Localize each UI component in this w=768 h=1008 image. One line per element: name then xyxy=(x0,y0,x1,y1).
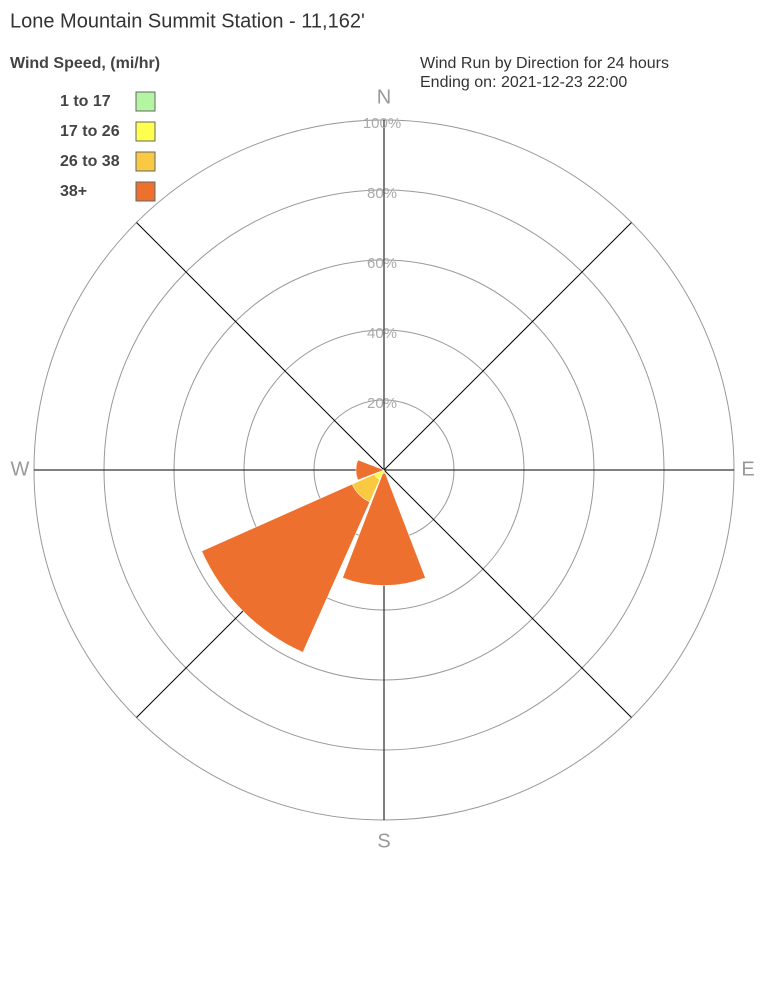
legend-title: Wind Speed, (mi/hr) xyxy=(10,55,160,72)
direction-label: E xyxy=(741,458,754,480)
direction-label: S xyxy=(377,830,390,852)
wind-segment xyxy=(342,472,426,586)
ring-label: 60% xyxy=(367,255,397,272)
legend-label: 38+ xyxy=(60,183,87,200)
legend-swatch xyxy=(135,181,156,202)
legend-label: 1 to 17 xyxy=(60,93,111,110)
legend-label: 17 to 26 xyxy=(60,123,120,140)
legend-label: 26 to 38 xyxy=(60,153,120,170)
subtitle: Ending on: 2021-12-23 22:00 xyxy=(420,74,627,91)
ring-label: 40% xyxy=(367,325,397,342)
chart-title: Lone Mountain Summit Station - 11,162' xyxy=(10,10,365,32)
ring-label: 100% xyxy=(363,115,401,132)
subtitle: Wind Run by Direction for 24 hours xyxy=(420,55,669,72)
wind-segment xyxy=(201,483,371,653)
spoke xyxy=(383,222,632,471)
direction-label: W xyxy=(11,458,30,480)
direction-label: N xyxy=(377,86,391,108)
ring-label: 20% xyxy=(367,395,397,412)
spoke xyxy=(136,222,385,471)
wind-segment xyxy=(355,459,385,481)
spoke xyxy=(383,469,632,718)
legend-swatch xyxy=(135,91,156,112)
legend-swatch xyxy=(135,151,156,172)
legend-swatch xyxy=(135,121,156,142)
ring-label: 80% xyxy=(367,185,397,202)
